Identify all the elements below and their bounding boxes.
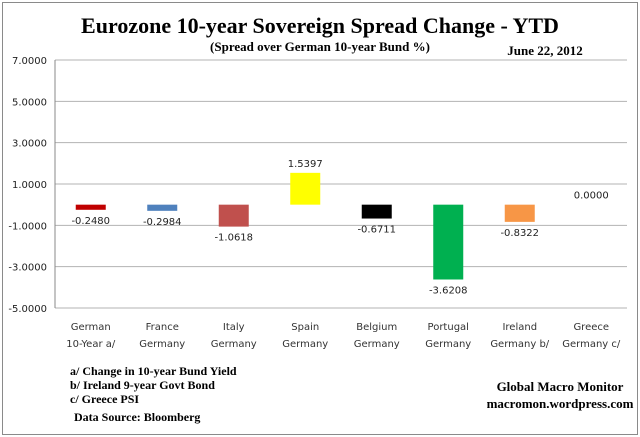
- x-tick-label: Portugal: [428, 322, 469, 333]
- chart-subtitle: (Spread over German 10-year Bund %): [210, 39, 430, 54]
- data-label: 0.0000: [574, 191, 609, 202]
- y-tick-label: 5.0000: [12, 97, 47, 108]
- x-tick-label: Germany: [282, 339, 328, 350]
- y-tick-label: 7.0000: [12, 56, 47, 67]
- x-tick-label: Ireland: [502, 322, 537, 333]
- data-label: -0.8322: [500, 228, 539, 239]
- data-label: -0.6711: [357, 225, 396, 236]
- chart-title: Eurozone 10-year Sovereign Spread Change…: [81, 13, 559, 38]
- credit-site: macromon.wordpress.com: [487, 396, 634, 411]
- data-label: -3.6208: [429, 285, 468, 296]
- note-c: c/ Greece PSI: [70, 392, 139, 406]
- note-b: b/ Ireland 9-year Govt Bond: [70, 378, 215, 392]
- x-tick-label: Germany c/: [562, 339, 621, 350]
- bar: [147, 204, 178, 211]
- bar: [290, 172, 321, 205]
- data-source: Data Source: Bloomberg: [74, 410, 200, 424]
- y-tick-label: -5.0000: [8, 304, 47, 315]
- x-tick-label: Germany: [354, 339, 400, 350]
- bar: [504, 204, 535, 222]
- x-tick-label: Italy: [223, 322, 245, 333]
- bar: [218, 204, 249, 227]
- x-tick-label: Germany: [211, 339, 257, 350]
- chart-date: June 22, 2012: [507, 43, 582, 58]
- bar: [433, 204, 464, 280]
- data-label: 1.5397: [288, 159, 323, 170]
- bar: [361, 204, 392, 219]
- y-tick-label: -3.0000: [8, 263, 47, 274]
- x-tick-label: German: [71, 322, 111, 333]
- x-tick-label: Belgium: [356, 322, 397, 333]
- y-tick-label: 1.0000: [12, 180, 47, 191]
- x-tick-label: France: [146, 322, 179, 333]
- data-label: -1.0618: [214, 233, 253, 244]
- data-label: -0.2984: [143, 217, 182, 228]
- note-a: a/ Change in 10-year Bund Yield: [70, 364, 237, 378]
- bar: [75, 204, 106, 210]
- x-tick-label: Germany b/: [490, 339, 549, 350]
- x-tick-label: Greece: [573, 322, 609, 333]
- x-tick-label: Germany: [139, 339, 185, 350]
- y-tick-label: -1.0000: [8, 221, 47, 232]
- data-label: -0.2480: [71, 216, 110, 227]
- y-tick-label: 3.0000: [12, 139, 47, 150]
- x-tick-label: 10-Year a/: [66, 339, 116, 350]
- credit-name: Global Macro Monitor: [497, 379, 624, 394]
- x-tick-label: Spain: [291, 322, 319, 333]
- x-tick-label: Germany: [425, 339, 471, 350]
